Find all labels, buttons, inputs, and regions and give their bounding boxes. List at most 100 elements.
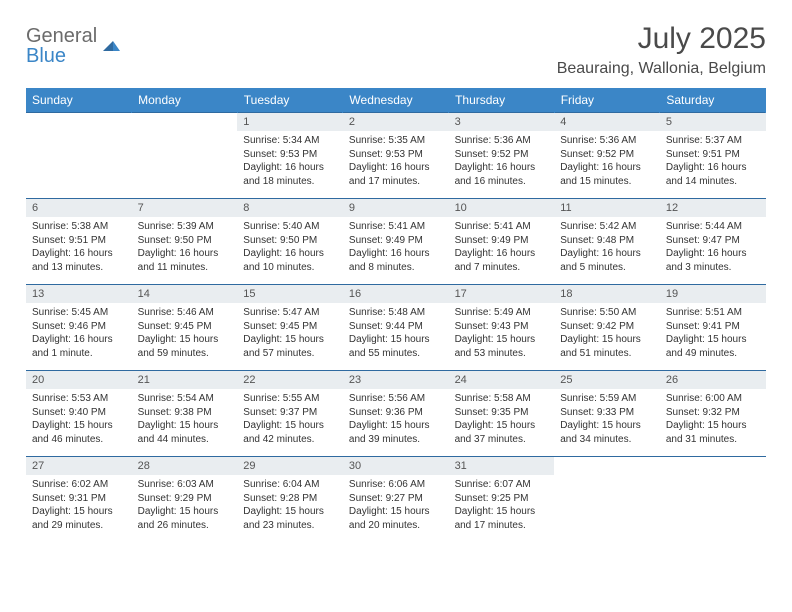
sunrise-text: Sunrise: 5:55 AM: [243, 392, 337, 406]
day-content-cell: Sunrise: 5:55 AMSunset: 9:37 PMDaylight:…: [237, 389, 343, 457]
daylight-text-cont: and 8 minutes.: [349, 261, 443, 275]
day-number-cell: 5: [660, 113, 766, 132]
sunset-text: Sunset: 9:47 PM: [666, 234, 760, 248]
weekday-header: Thursday: [449, 88, 555, 113]
day-number-cell: 6: [26, 199, 132, 218]
daylight-text-cont: and 15 minutes.: [560, 175, 654, 189]
day-number-cell: 12: [660, 199, 766, 218]
sunset-text: Sunset: 9:37 PM: [243, 406, 337, 420]
daylight-text: Daylight: 15 hours: [32, 419, 126, 433]
daylight-text: Daylight: 16 hours: [349, 161, 443, 175]
sunset-text: Sunset: 9:38 PM: [138, 406, 232, 420]
sunrise-text: Sunrise: 5:54 AM: [138, 392, 232, 406]
day-content-cell: Sunrise: 6:03 AMSunset: 9:29 PMDaylight:…: [132, 475, 238, 542]
day-content-cell: Sunrise: 5:42 AMSunset: 9:48 PMDaylight:…: [554, 217, 660, 285]
daylight-text-cont: and 13 minutes.: [32, 261, 126, 275]
day-content-cell: [554, 475, 660, 542]
daylight-text: Daylight: 15 hours: [666, 333, 760, 347]
day-number-row: 12345: [26, 113, 766, 132]
sunrise-text: Sunrise: 6:02 AM: [32, 478, 126, 492]
sunrise-text: Sunrise: 5:36 AM: [455, 134, 549, 148]
day-content-cell: [26, 131, 132, 199]
day-content-cell: Sunrise: 5:36 AMSunset: 9:52 PMDaylight:…: [449, 131, 555, 199]
sunset-text: Sunset: 9:46 PM: [32, 320, 126, 334]
sunset-text: Sunset: 9:42 PM: [560, 320, 654, 334]
sunset-text: Sunset: 9:44 PM: [349, 320, 443, 334]
daylight-text: Daylight: 15 hours: [666, 419, 760, 433]
day-content-cell: Sunrise: 5:59 AMSunset: 9:33 PMDaylight:…: [554, 389, 660, 457]
sunset-text: Sunset: 9:52 PM: [560, 148, 654, 162]
sunrise-text: Sunrise: 6:07 AM: [455, 478, 549, 492]
sunrise-text: Sunrise: 5:44 AM: [666, 220, 760, 234]
sunrise-text: Sunrise: 5:58 AM: [455, 392, 549, 406]
daylight-text-cont: and 7 minutes.: [455, 261, 549, 275]
day-content-row: Sunrise: 5:38 AMSunset: 9:51 PM Daylight:…: [26, 217, 766, 285]
day-content-cell: Sunrise: 6:00 AMSunset: 9:32 PMDaylight:…: [660, 389, 766, 457]
sunrise-text: Sunrise: 5:53 AM: [32, 392, 126, 406]
daylight-text-cont: and 26 minutes.: [138, 519, 232, 533]
day-number-row: 2728293031: [26, 457, 766, 476]
day-content-cell: Sunrise: 5:41 AMSunset: 9:49 PMDaylight:…: [343, 217, 449, 285]
day-content-cell: Sunrise: 5:47 AMSunset: 9:45 PMDaylight:…: [237, 303, 343, 371]
sunrise-text: Sunrise: 5:41 AM: [349, 220, 443, 234]
daylight-text: Daylight: 15 hours: [455, 505, 549, 519]
sunset-text: Sunset: 9:51 PM: [32, 234, 126, 248]
sunrise-text: Sunrise: 5:49 AM: [455, 306, 549, 320]
daylight-text: Daylight: 15 hours: [243, 505, 337, 519]
daylight-text: Daylight: 16 hours: [560, 161, 654, 175]
daylight-text-cont: and 59 minutes.: [138, 347, 232, 361]
day-number-cell: 17: [449, 285, 555, 304]
sunset-text: Sunset: 9:35 PM: [455, 406, 549, 420]
sunset-text: Sunset: 9:49 PM: [349, 234, 443, 248]
daylight-text-cont: and 1 minute.: [32, 347, 126, 361]
sunset-text: Sunset: 9:31 PM: [32, 492, 126, 506]
sunset-text: Sunset: 9:36 PM: [349, 406, 443, 420]
daylight-text-cont: and 20 minutes.: [349, 519, 443, 533]
sunset-text: Sunset: 9:33 PM: [560, 406, 654, 420]
daylight-text-cont: and 31 minutes.: [666, 433, 760, 447]
sunrise-text: Sunrise: 5:37 AM: [666, 134, 760, 148]
daylight-text: Daylight: 16 hours: [666, 161, 760, 175]
daylight-text-cont: and 5 minutes.: [560, 261, 654, 275]
day-number-cell: 4: [554, 113, 660, 132]
sunrise-text: Sunrise: 5:38 AM: [32, 220, 126, 234]
sunrise-text: Sunrise: 6:06 AM: [349, 478, 443, 492]
day-number-cell: 19: [660, 285, 766, 304]
day-content-cell: Sunrise: 6:07 AMSunset: 9:25 PMDaylight:…: [449, 475, 555, 542]
sunset-text: Sunset: 9:27 PM: [349, 492, 443, 506]
day-number-cell: 25: [554, 371, 660, 390]
sunrise-text: Sunrise: 6:00 AM: [666, 392, 760, 406]
sunset-text: Sunset: 9:49 PM: [455, 234, 549, 248]
daylight-text: Daylight: 15 hours: [560, 333, 654, 347]
daylight-text: Daylight: 16 hours: [455, 247, 549, 261]
day-content-row: Sunrise: 5:45 AMSunset: 9:46 PMDaylight:…: [26, 303, 766, 371]
daylight-text: Daylight: 16 hours: [666, 247, 760, 261]
daylight-text-cont: and 17 minutes.: [455, 519, 549, 533]
daylight-text-cont: and 10 minutes.: [243, 261, 337, 275]
weekday-header: Friday: [554, 88, 660, 113]
day-number-cell: 23: [343, 371, 449, 390]
day-number-cell: 31: [449, 457, 555, 476]
day-content-cell: Sunrise: 5:46 AMSunset: 9:45 PMDaylight:…: [132, 303, 238, 371]
sunset-text: Sunset: 9:32 PM: [666, 406, 760, 420]
sunrise-text: Sunrise: 5:41 AM: [455, 220, 549, 234]
day-content-cell: Sunrise: 5:45 AMSunset: 9:46 PMDaylight:…: [26, 303, 132, 371]
weekday-header: Wednesday: [343, 88, 449, 113]
sunset-text: Sunset: 9:48 PM: [560, 234, 654, 248]
day-number-row: 6789101112: [26, 199, 766, 218]
day-number-cell: 10: [449, 199, 555, 218]
logo-triangle-icon: [101, 37, 121, 57]
daylight-text: Daylight: 15 hours: [243, 333, 337, 347]
day-number-cell: 16: [343, 285, 449, 304]
day-content-cell: Sunrise: 5:36 AMSunset: 9:52 PMDaylight:…: [554, 131, 660, 199]
sunset-text: Sunset: 9:53 PM: [349, 148, 443, 162]
day-number-cell: 30: [343, 457, 449, 476]
sunrise-text: Sunrise: 5:42 AM: [560, 220, 654, 234]
sunset-text: Sunset: 9:25 PM: [455, 492, 549, 506]
daylight-text: Daylight: 15 hours: [349, 333, 443, 347]
daylight-text: Daylight: 16 hours: [349, 247, 443, 261]
day-number-cell: 14: [132, 285, 238, 304]
calendar-thead: SundayMondayTuesdayWednesdayThursdayFrid…: [26, 88, 766, 113]
daylight-text: Daylight: 16 hours: [560, 247, 654, 261]
daylight-text-cont: and 3 minutes.: [666, 261, 760, 275]
